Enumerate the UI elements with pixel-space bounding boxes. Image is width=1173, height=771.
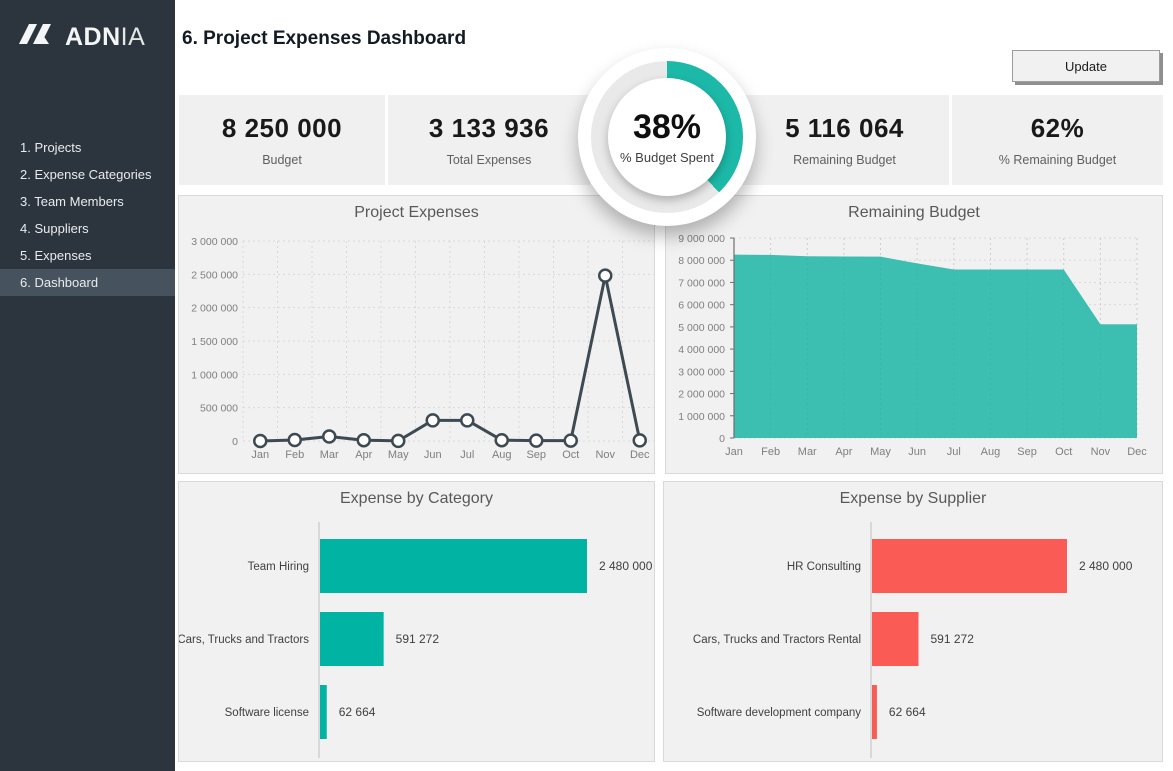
svg-text:2 480 000: 2 480 000 xyxy=(1079,559,1133,573)
kpi-remaining-budget-label: Remaining Budget xyxy=(793,153,896,167)
svg-text:Cars, Trucks and Tractors Rent: Cars, Trucks and Tractors Rental xyxy=(693,634,861,646)
svg-text:9 000 000: 9 000 000 xyxy=(678,233,725,245)
svg-text:6 000 000: 6 000 000 xyxy=(678,300,725,312)
svg-text:Sep: Sep xyxy=(1017,446,1037,458)
svg-text:Mar: Mar xyxy=(798,446,817,458)
svg-text:3 000 000: 3 000 000 xyxy=(678,366,725,378)
svg-text:2 000 000: 2 000 000 xyxy=(678,389,725,401)
kpi-budget-value: 8 250 000 xyxy=(221,113,343,143)
svg-text:Dec: Dec xyxy=(1127,446,1147,458)
svg-text:Oct: Oct xyxy=(562,449,579,461)
svg-text:Jun: Jun xyxy=(908,446,926,458)
svg-text:5 000 000: 5 000 000 xyxy=(678,322,725,334)
svg-text:500 000: 500 000 xyxy=(200,403,238,415)
kpi-card-total-expenses: 3 133 936 Total Expenses xyxy=(388,95,590,185)
svg-text:Jul: Jul xyxy=(460,449,474,461)
expense-by-supplier-title: Expense by Supplier xyxy=(839,490,987,507)
svg-text:62 664: 62 664 xyxy=(339,705,376,719)
panel-expense-by-supplier: HR Consulting 2 480 000 Cars, Trucks and T… xyxy=(663,481,1163,762)
remaining-budget-title: Remaining Budget xyxy=(848,204,980,221)
svg-text:0: 0 xyxy=(232,436,238,448)
svg-text:Dec: Dec xyxy=(630,449,650,461)
svg-text:Nov: Nov xyxy=(595,449,615,461)
svg-text:2 480 000: 2 480 000 xyxy=(599,559,653,573)
svg-text:Team Hiring: Team Hiring xyxy=(248,561,309,573)
expense-by-category-bar-chart: Team Hiring 2 480 000 Cars, Trucks and Tra… xyxy=(179,522,653,758)
gauge-label: % Budget Spent xyxy=(620,149,714,165)
project-expenses-title: Project Expenses xyxy=(354,204,479,221)
brand-name: ADNIA xyxy=(65,23,146,51)
svg-text:8 000 000: 8 000 000 xyxy=(678,255,725,267)
panel-project-expenses: 0 500 000 1 000 000 1 500 000 2 000 000 2 500… xyxy=(178,195,655,474)
svg-text:591 272: 591 272 xyxy=(396,632,440,646)
svg-text:Jul: Jul xyxy=(947,446,961,458)
expense-by-category-title: Expense by Category xyxy=(340,490,493,507)
update-button[interactable]: Update xyxy=(1012,50,1160,82)
sidebar-item-suppliers[interactable]: 4. Suppliers xyxy=(20,221,89,236)
sidebar-item-projects[interactable]: 1. Projects xyxy=(20,140,82,155)
svg-text:2 500 000: 2 500 000 xyxy=(191,269,238,281)
svg-text:Apr: Apr xyxy=(835,446,852,458)
svg-text:Software development company: Software development company xyxy=(697,707,862,719)
svg-text:Jan: Jan xyxy=(251,449,269,461)
kpi-card-budget: 8 250 000 Budget xyxy=(179,95,385,185)
svg-text:Apr: Apr xyxy=(355,449,372,461)
svg-text:0: 0 xyxy=(719,433,725,445)
sidebar: ADNIA 1. Projects 2. Expense Categories … xyxy=(0,0,175,771)
sidebar-item-expenses[interactable]: 5. Expenses xyxy=(20,248,92,263)
svg-text:Nov: Nov xyxy=(1091,446,1111,458)
svg-text:4 000 000: 4 000 000 xyxy=(678,344,725,356)
panel-expense-by-category: Team Hiring 2 480 000 Cars, Trucks and Tra… xyxy=(178,481,655,762)
svg-text:Aug: Aug xyxy=(981,446,1001,458)
expense-by-supplier-bar-chart: HR Consulting 2 480 000 Cars, Trucks and T… xyxy=(693,522,1133,758)
sidebar-item-team-members[interactable]: 3. Team Members xyxy=(20,194,124,209)
kpi-budget-label: Budget xyxy=(262,153,302,167)
sidebar-item-dashboard[interactable]: 6. Dashboard xyxy=(0,269,175,296)
svg-text:1 000 000: 1 000 000 xyxy=(191,369,238,381)
svg-text:Feb: Feb xyxy=(761,446,780,458)
svg-text:1 500 000: 1 500 000 xyxy=(191,336,238,348)
project-expenses-line-chart: 0 500 000 1 000 000 1 500 000 2 000 000 2 500… xyxy=(191,236,654,461)
svg-text:Sep: Sep xyxy=(526,449,546,461)
svg-text:Jan: Jan xyxy=(725,446,743,458)
svg-text:Mar: Mar xyxy=(320,449,339,461)
svg-text:May: May xyxy=(870,446,891,458)
kpi-pct-remaining-value: 62% xyxy=(1030,113,1085,143)
svg-text:Jun: Jun xyxy=(424,449,442,461)
svg-text:Software license: Software license xyxy=(225,707,309,719)
svg-text:1 000 000: 1 000 000 xyxy=(678,411,725,423)
svg-text:Cars, Trucks and Tractors: Cars, Trucks and Tractors xyxy=(179,634,309,646)
svg-text:May: May xyxy=(388,449,409,461)
budget-spent-gauge: 38% % Budget Spent xyxy=(578,48,756,226)
svg-text:2 000 000: 2 000 000 xyxy=(191,303,238,315)
kpi-remaining-budget-value: 5 116 064 xyxy=(785,113,904,143)
svg-text:Oct: Oct xyxy=(1055,446,1072,458)
kpi-card-remaining-budget: 5 116 064 Remaining Budget xyxy=(740,95,949,185)
svg-text:HR Consulting: HR Consulting xyxy=(787,561,861,573)
kpi-pct-remaining-label: % Remaining Budget xyxy=(998,153,1117,167)
svg-text:7 000 000: 7 000 000 xyxy=(678,277,725,289)
svg-text:Feb: Feb xyxy=(285,449,304,461)
sidebar-nav: 1. Projects 2. Expense Categories 3. Tea… xyxy=(0,134,175,296)
page-title: 6. Project Expenses Dashboard xyxy=(182,28,467,49)
gauge-value: 38% xyxy=(632,107,702,146)
panel-remaining-budget: 0 1 000 000 2 000 000 3 000 000 4 000 000 5 0… xyxy=(665,195,1163,474)
sidebar-item-expense-categories[interactable]: 2. Expense Categories xyxy=(20,167,152,182)
adnia-logo-icon xyxy=(16,20,56,55)
remaining-budget-area-chart: 0 1 000 000 2 000 000 3 000 000 4 000 000 5 0… xyxy=(678,233,1147,458)
kpi-total-expenses-label: Total Expenses xyxy=(446,153,532,167)
kpi-total-expenses-value: 3 133 936 xyxy=(428,113,550,143)
brand-logo: ADNIA xyxy=(16,20,145,55)
svg-text:62 664: 62 664 xyxy=(889,705,926,719)
svg-text:Aug: Aug xyxy=(492,449,512,461)
svg-text:3 000 000: 3 000 000 xyxy=(191,236,238,248)
gauge-center: 38% % Budget Spent xyxy=(608,78,726,196)
svg-text:591 272: 591 272 xyxy=(930,632,974,646)
kpi-card-pct-remaining-budget: 62% % Remaining Budget xyxy=(952,95,1163,185)
